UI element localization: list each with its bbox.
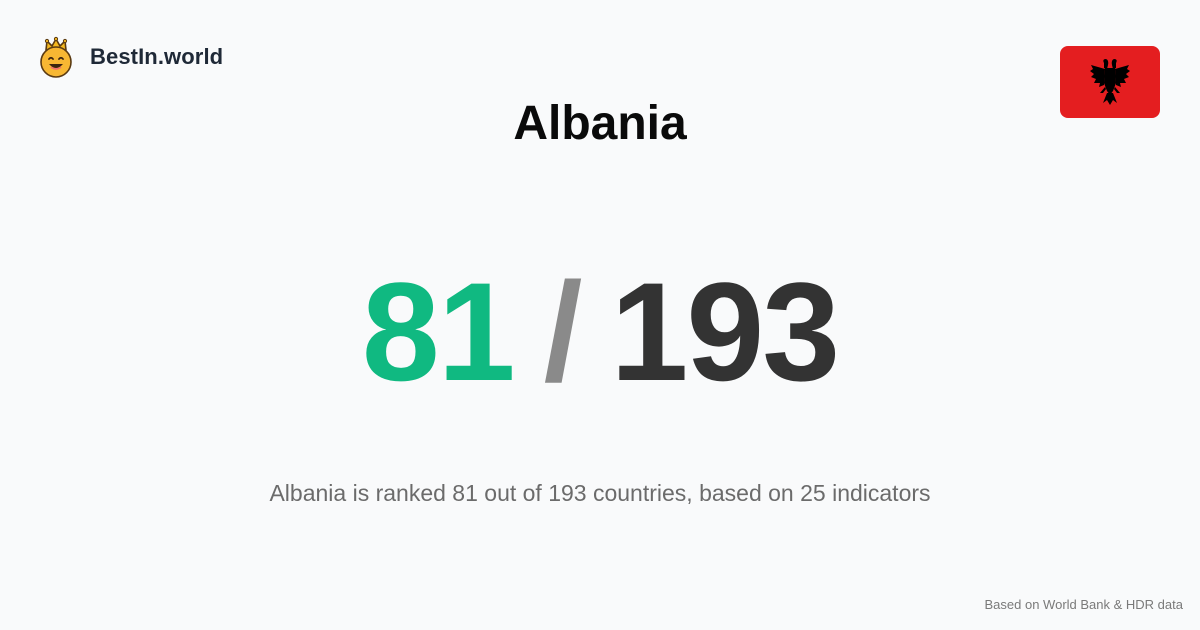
rank-separator: / [543, 253, 583, 410]
brand[interactable]: BestIn.world [38, 36, 223, 78]
source-note: Based on World Bank & HDR data [984, 597, 1183, 612]
crown-smiley-icon [40, 36, 72, 78]
rank-value: 81 [361, 253, 516, 410]
brand-name: BestIn.world [90, 44, 224, 69]
double-headed-eagle-icon [1090, 59, 1130, 105]
rank-total: 193 [610, 253, 841, 410]
rank-summary: Albania is ranked 81 out of 193 countrie… [269, 480, 931, 506]
rank-display: 81/193 [0, 262, 1200, 402]
albania-flag-icon [1060, 46, 1160, 118]
country-title: Albania [513, 97, 687, 150]
